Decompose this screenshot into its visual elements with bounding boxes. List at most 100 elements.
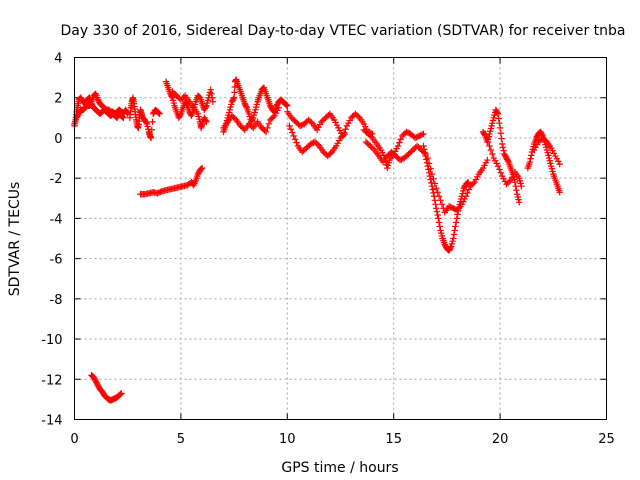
data-point <box>556 189 563 196</box>
data-point <box>197 166 204 173</box>
data-point <box>452 206 460 213</box>
y-tick-label: 4 <box>54 52 62 67</box>
data-point <box>420 142 427 150</box>
data-point <box>142 119 150 126</box>
data-point <box>481 131 488 138</box>
data-point <box>469 180 477 187</box>
data-point <box>397 136 404 143</box>
data-point <box>421 149 429 156</box>
data-point <box>494 110 502 118</box>
data-point <box>431 197 439 204</box>
data-point <box>452 219 460 226</box>
data-point <box>434 211 441 219</box>
data-point <box>433 205 440 212</box>
data-point <box>434 189 441 196</box>
data-point <box>465 186 473 193</box>
data-point <box>168 93 175 100</box>
data-point <box>542 137 549 144</box>
data-point <box>120 114 127 122</box>
data-point <box>445 203 453 210</box>
data-point <box>518 183 525 190</box>
data-point <box>425 169 433 177</box>
data-point <box>293 139 300 146</box>
data-point <box>155 109 162 116</box>
data-point <box>504 157 512 164</box>
data-point <box>262 128 270 136</box>
data-point <box>208 90 215 97</box>
data-point <box>208 94 216 101</box>
data-point <box>556 160 563 168</box>
data-point <box>355 113 362 120</box>
data-point <box>119 113 126 121</box>
data-point <box>497 169 505 177</box>
data-point <box>264 124 271 132</box>
x-axis-label: GPS time / hours <box>281 460 398 476</box>
data-point <box>433 185 440 192</box>
data-point <box>430 189 437 197</box>
data-point <box>484 138 492 146</box>
data-point <box>147 134 155 142</box>
data-point <box>430 175 437 183</box>
data-point <box>462 193 470 200</box>
data-point <box>423 156 430 163</box>
data-point <box>512 183 519 190</box>
data-point <box>496 119 503 127</box>
data-point <box>259 85 267 92</box>
data-point <box>367 133 375 140</box>
data-point <box>91 91 99 98</box>
data-point <box>418 131 426 138</box>
data-point <box>265 120 273 128</box>
data-point <box>198 164 206 172</box>
data-point <box>286 122 293 130</box>
data-point <box>289 129 296 136</box>
data-point <box>417 132 424 139</box>
data-point <box>342 126 349 133</box>
data-point <box>231 83 239 91</box>
data-point <box>269 113 277 121</box>
data-point <box>453 215 461 222</box>
data-point <box>155 189 163 196</box>
data-point <box>448 204 456 211</box>
data-point <box>428 170 436 178</box>
data-point <box>500 147 507 154</box>
data-point <box>464 178 472 186</box>
data-point <box>495 115 502 122</box>
data-point <box>411 134 419 142</box>
data-point <box>116 391 124 398</box>
x-tick-label: 15 <box>385 432 402 447</box>
data-point <box>327 150 334 157</box>
data-point <box>429 186 436 193</box>
data-point <box>298 122 305 129</box>
data-point <box>340 132 347 139</box>
x-tick-label: 25 <box>598 432 615 447</box>
data-point <box>118 390 125 397</box>
y-tick-label: -14 <box>41 414 62 429</box>
data-point <box>431 180 439 187</box>
data-point <box>497 130 505 137</box>
data-point <box>528 152 535 159</box>
data-point <box>156 110 163 118</box>
data-point <box>118 113 126 120</box>
data-point <box>231 89 238 96</box>
data-point <box>209 98 217 105</box>
data-point <box>464 179 471 187</box>
data-point <box>486 142 493 150</box>
data-point <box>538 131 546 138</box>
x-tick-label: 20 <box>492 432 509 447</box>
data-point <box>447 244 454 252</box>
data-point <box>450 231 458 238</box>
data-point <box>249 115 256 123</box>
data-point <box>398 156 405 163</box>
data-point <box>404 129 412 136</box>
data-point <box>230 95 237 103</box>
x-tick-label: 0 <box>70 432 78 447</box>
y-tick-label: -6 <box>50 253 63 268</box>
data-point <box>433 208 441 215</box>
data-point <box>198 165 205 172</box>
data-point <box>463 180 470 187</box>
data-point <box>489 150 496 158</box>
data-point <box>290 132 297 140</box>
data-point <box>180 93 187 101</box>
